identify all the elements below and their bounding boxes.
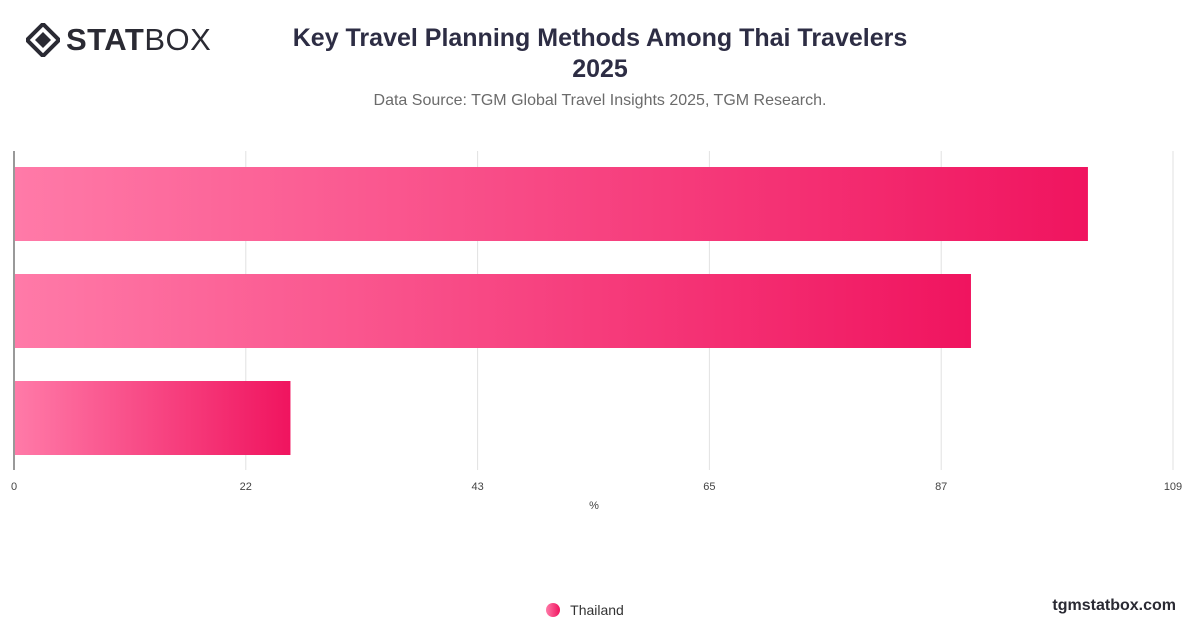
chart-title: Key Travel Planning Methods Among Thai T…: [250, 23, 950, 85]
legend[interactable]: Thailand: [0, 602, 1200, 618]
bar[interactable]: [15, 381, 291, 455]
x-tick-label: 109: [1164, 481, 1182, 493]
logo-text: STATBOX: [66, 22, 211, 58]
x-tick-label: 0: [11, 481, 17, 493]
x-tick-label: 65: [703, 481, 715, 493]
bars: [15, 167, 1088, 455]
x-tick-label: 22: [240, 481, 252, 493]
legend-label: Thailand: [570, 602, 624, 618]
logo-text-bold: STAT: [66, 22, 145, 57]
x-tick-label: 43: [471, 481, 483, 493]
statbox-logo[interactable]: STATBOX: [26, 22, 211, 58]
chart-title-line2: 2025: [572, 55, 628, 83]
legend-swatch: [546, 603, 561, 617]
bar[interactable]: [15, 274, 971, 348]
x-tick-label: 87: [935, 481, 947, 493]
chart-title-line1: Key Travel Planning Methods Among Thai T…: [292, 24, 908, 52]
site-link[interactable]: tgmstatbox.com: [1052, 597, 1176, 614]
chart-subtitle: Data Source: TGM Global Travel Insights …: [373, 92, 827, 109]
x-axis-label: %: [589, 500, 599, 512]
statbox-diamond-icon: [26, 23, 60, 57]
logo-text-light: BOX: [144, 22, 212, 57]
bar[interactable]: [15, 167, 1088, 241]
x-axis: 0 22 43 65 87 109%: [11, 151, 1182, 512]
